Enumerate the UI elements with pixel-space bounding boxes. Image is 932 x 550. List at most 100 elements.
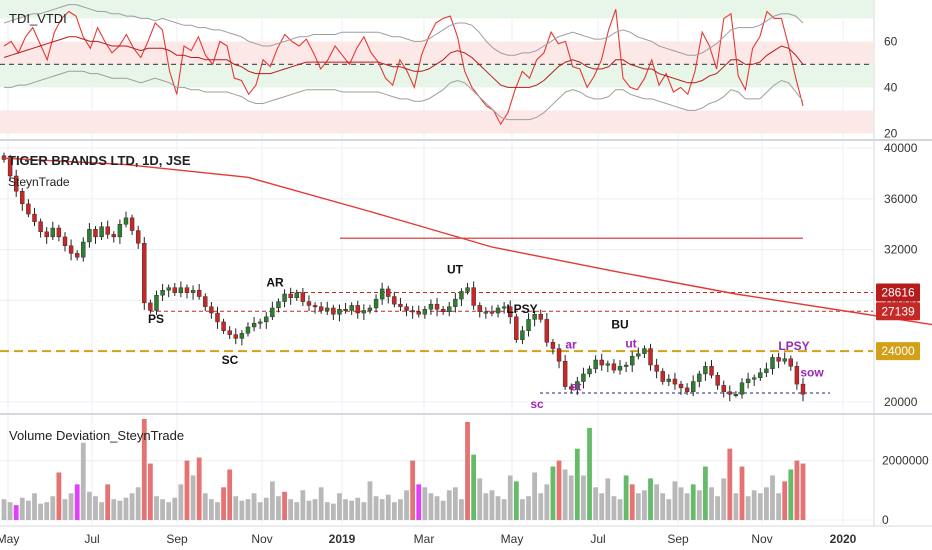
volume-bar <box>324 502 330 520</box>
candle-body <box>93 229 98 238</box>
candle-body <box>459 291 464 300</box>
volume-bar <box>440 500 446 520</box>
volume-bar <box>19 497 25 520</box>
candle-body <box>752 377 757 380</box>
volume-bar <box>617 499 623 520</box>
wyckoff-label-ut: ut <box>625 336 636 350</box>
candle-body <box>7 159 13 177</box>
volume-bar <box>117 500 123 520</box>
candle-body <box>593 359 598 370</box>
indicator-zone-red <box>0 41 873 65</box>
candle-body <box>190 289 196 293</box>
candle-body <box>623 364 629 367</box>
volume-bar <box>135 487 141 520</box>
candle-body <box>733 394 739 396</box>
volume-bar <box>318 487 324 520</box>
volume-bar <box>666 499 672 520</box>
volume-bar <box>330 503 336 520</box>
volume-y-tick: 0 <box>882 513 889 527</box>
volume-bar <box>99 502 104 520</box>
volume-bar <box>416 484 422 520</box>
wyckoff-label-ar: ar <box>565 338 577 352</box>
candle-body <box>26 203 31 215</box>
volume-bar <box>599 493 605 520</box>
candle-body <box>38 221 43 233</box>
volume-bar <box>757 493 763 520</box>
candle-body <box>721 385 726 392</box>
candle-body <box>569 386 574 390</box>
volume-bar <box>202 493 208 520</box>
candle-body <box>142 243 147 304</box>
price-badge-bg <box>876 342 920 361</box>
volume-bar <box>282 491 287 520</box>
candle-body <box>611 363 617 371</box>
volume-bar <box>86 491 92 520</box>
price-badge-28616: 28616 <box>881 286 915 300</box>
wyckoff-label-sc: SC <box>222 353 239 367</box>
volume-bar <box>245 499 251 520</box>
volume-bar <box>623 475 629 520</box>
candle-body <box>221 321 226 331</box>
candle-body <box>343 309 348 311</box>
volume-bar <box>349 500 355 520</box>
candle-body <box>325 307 330 311</box>
price-title: TIGER BRANDS LTD, 1D, JSE <box>8 153 191 168</box>
candle-body <box>282 293 287 302</box>
volume-bar <box>538 493 544 520</box>
price-badge-27139: 27139 <box>881 304 915 318</box>
volume-bar <box>550 466 556 520</box>
candle-body <box>99 226 104 238</box>
x-tick-label: Nov <box>251 532 272 546</box>
candle-body <box>794 366 800 385</box>
indicator-zone-green <box>0 0 873 19</box>
candle-body <box>251 322 257 328</box>
volume-bar <box>93 496 98 520</box>
candle-body <box>636 353 641 357</box>
volume-bar <box>776 493 782 520</box>
candle-body <box>508 306 513 318</box>
volume-bar <box>343 499 348 520</box>
volume-bar <box>160 499 165 520</box>
volume-bar <box>611 496 617 520</box>
candle-body <box>392 296 397 305</box>
candle-body <box>727 391 733 395</box>
volume-bar <box>1 499 7 520</box>
candle-body <box>349 305 354 311</box>
x-tick-label: May <box>501 532 524 546</box>
rsi-line <box>3 9 804 126</box>
candle-body <box>160 289 165 296</box>
volume-bar <box>404 490 409 520</box>
candlesticks <box>1 152 806 402</box>
volume-bar <box>459 499 464 520</box>
volume-bar <box>556 460 562 520</box>
volume-bar <box>294 502 300 520</box>
candle-body <box>178 287 184 293</box>
price-badge-bg <box>876 283 920 302</box>
candle-body <box>709 366 714 376</box>
candle-body <box>154 295 159 311</box>
volume-bar <box>434 496 440 520</box>
moving-average-line <box>3 157 932 326</box>
volume-bar <box>452 487 458 520</box>
candle-body <box>599 359 604 366</box>
volume-bar <box>7 502 13 520</box>
candle-body <box>483 311 489 314</box>
candle-body <box>288 293 293 299</box>
candle-body <box>495 307 501 314</box>
volume-bar <box>25 500 31 520</box>
volume-bar <box>263 497 269 520</box>
volume-bar <box>38 503 43 520</box>
wyckoff-label-sc: sc <box>530 397 544 411</box>
candle-body <box>129 217 135 231</box>
candle-body <box>233 334 238 339</box>
candle-body <box>526 319 531 331</box>
candle-body <box>331 307 336 315</box>
candle-body <box>434 303 440 310</box>
candle-body <box>276 301 281 309</box>
candle-body <box>337 309 342 315</box>
volume-bar <box>635 493 641 520</box>
volume-bar <box>642 490 647 520</box>
candle-body <box>477 305 482 312</box>
candle-body <box>50 227 55 238</box>
